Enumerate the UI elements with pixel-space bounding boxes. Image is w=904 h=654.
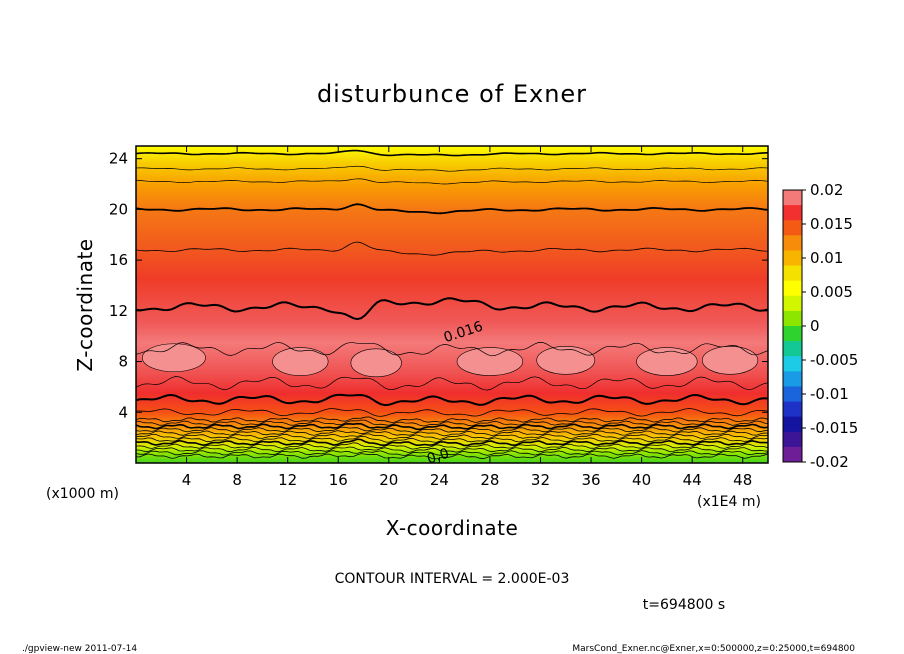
contour-line bbox=[136, 149, 768, 157]
colorbar-segment bbox=[783, 416, 802, 433]
colorbar-segment bbox=[783, 386, 802, 403]
colorbar-segment bbox=[783, 446, 802, 463]
x-tick-label: 4 bbox=[182, 471, 192, 489]
contour-line bbox=[136, 165, 768, 172]
colorbar-segment bbox=[783, 295, 802, 312]
colorbar-segment bbox=[783, 401, 802, 418]
footer-left: ./gpview-new 2011-07-14 bbox=[22, 644, 137, 654]
y-tick-label: 16 bbox=[109, 251, 128, 269]
contour-interval-text: CONTOUR INTERVAL = 2.000E-03 bbox=[335, 571, 570, 587]
contour-line bbox=[136, 433, 768, 440]
contour-line bbox=[136, 376, 768, 391]
x-tick-label: 32 bbox=[531, 471, 550, 489]
colorbar-tick-label: -0.02 bbox=[810, 453, 849, 471]
x-tick-label: 12 bbox=[278, 471, 297, 489]
contour-line bbox=[136, 453, 768, 460]
x-tick-label: 36 bbox=[581, 471, 600, 489]
x-axis-label: X-coordinate bbox=[386, 516, 519, 540]
colorbar-tick-label: 0 bbox=[810, 317, 820, 335]
contour-line bbox=[136, 442, 768, 450]
contour-line bbox=[136, 393, 768, 407]
y-tick-label: 24 bbox=[109, 150, 128, 168]
colorbar-segment bbox=[783, 205, 802, 221]
y-axis-label: Z-coordinate bbox=[73, 238, 97, 371]
colorbar-segment bbox=[783, 235, 802, 251]
contour-line bbox=[136, 416, 768, 424]
colorbar-segment bbox=[783, 250, 802, 267]
colorbar-segment bbox=[783, 371, 802, 387]
plot-area bbox=[136, 146, 768, 463]
contour-line bbox=[136, 446, 768, 453]
contour-label: 0.0 bbox=[425, 446, 451, 468]
colorbar-segment bbox=[783, 341, 802, 357]
y-tick-label: 20 bbox=[109, 200, 128, 218]
colorbar-tick-label: 0.015 bbox=[810, 215, 853, 233]
colorbar-tick-label: -0.015 bbox=[810, 419, 858, 437]
high-value-patch bbox=[142, 343, 206, 373]
field-fill bbox=[136, 146, 768, 463]
colorbar-segment bbox=[783, 265, 802, 282]
x-tick-label: 48 bbox=[733, 471, 752, 489]
contour-line bbox=[136, 178, 768, 185]
x-tick-label: 16 bbox=[329, 471, 348, 489]
plot-frame bbox=[135, 145, 769, 464]
x-tick-label: 40 bbox=[632, 471, 651, 489]
colorbar-tick-label: -0.01 bbox=[810, 385, 849, 403]
colorbar bbox=[782, 189, 803, 463]
contour-line bbox=[136, 419, 768, 427]
colorbar-labels: 0.02 0.015 0.01 0.005 0 -0.005 -0.01 -0.015 -0.0… bbox=[802, 181, 858, 471]
x-tick-label: 24 bbox=[430, 471, 449, 489]
x-unit-label: (x1E4 m) bbox=[697, 494, 761, 510]
colorbar-segment bbox=[783, 220, 802, 236]
contour-line bbox=[136, 203, 768, 215]
high-value-patches bbox=[142, 343, 759, 378]
x-axis-ticks: 4 8 12 16 20 24 28 32 36 40 44 48 bbox=[182, 146, 752, 489]
colorbar-tick-label: -0.005 bbox=[810, 351, 858, 369]
contour-line bbox=[136, 408, 768, 417]
contour-line bbox=[136, 297, 768, 321]
colorbar-tick-label: 0.01 bbox=[810, 249, 843, 267]
y-tick-label: 12 bbox=[109, 302, 128, 320]
contour-line bbox=[136, 241, 768, 256]
colorbar-segment bbox=[783, 326, 802, 342]
colorbar-tick-label: 0.02 bbox=[810, 181, 843, 199]
high-value-patch bbox=[350, 348, 402, 378]
high-value-patch bbox=[272, 347, 329, 376]
x-tick-label: 28 bbox=[480, 471, 499, 489]
high-value-patch bbox=[456, 347, 524, 376]
contour-line bbox=[136, 450, 768, 457]
contour-line bbox=[136, 426, 768, 433]
contour-line bbox=[136, 435, 768, 443]
x-tick-label: 20 bbox=[379, 471, 398, 489]
y-tick-label: 8 bbox=[118, 353, 128, 371]
chart-title: disturbunce of Exner bbox=[317, 80, 587, 108]
time-text: t=694800 s bbox=[643, 597, 725, 613]
colorbar-tick-label: 0.005 bbox=[810, 283, 853, 301]
contour-line bbox=[136, 430, 768, 437]
colorbar-segment bbox=[783, 356, 802, 372]
footer-right: MarsCond_Exner.nc@Exner,x=0:500000,z=0:2… bbox=[572, 644, 855, 654]
contour-lines bbox=[136, 149, 768, 460]
colorbar-segment bbox=[783, 431, 802, 448]
x-tick-label: 44 bbox=[683, 471, 702, 489]
y-unit-label: (x1000 m) bbox=[46, 486, 119, 502]
contour-line bbox=[136, 341, 768, 357]
colorbar-segment bbox=[783, 310, 802, 327]
contour-line bbox=[136, 422, 768, 431]
high-value-patch bbox=[536, 345, 596, 375]
colorbar-segment bbox=[783, 190, 802, 206]
colorbar-segment bbox=[783, 280, 802, 297]
contour-line bbox=[136, 438, 768, 447]
x-tick-label: 8 bbox=[232, 471, 242, 489]
y-tick-label: 4 bbox=[118, 403, 128, 421]
y-axis-ticks: 4 8 12 16 20 24 bbox=[109, 150, 768, 421]
high-value-patch bbox=[636, 347, 698, 376]
high-value-patch bbox=[701, 345, 759, 375]
